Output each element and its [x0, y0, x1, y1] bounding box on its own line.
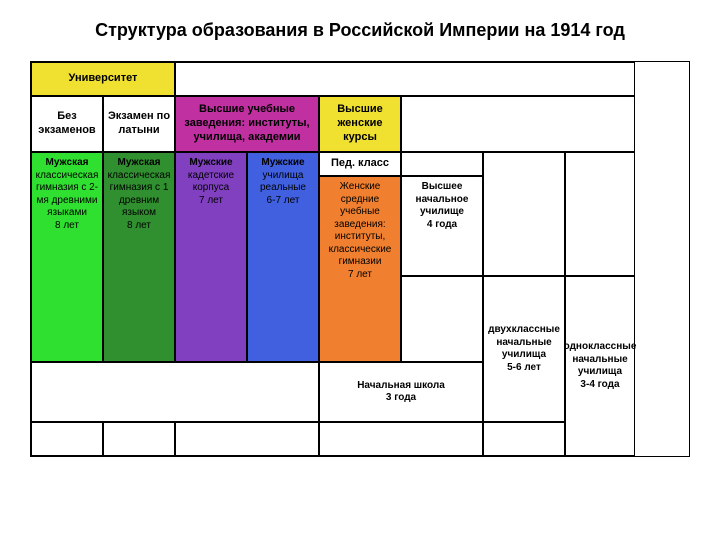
university-cell: Университет	[31, 62, 175, 96]
no-exam-cell: Без экзаменов	[31, 96, 103, 152]
page-title: Структура образования в Российской Импер…	[30, 20, 690, 41]
real-body: училища реальные 6-7 лет	[250, 170, 316, 208]
empty	[175, 62, 635, 96]
empty	[483, 152, 565, 276]
real-head: Мужские	[261, 157, 304, 170]
empty	[103, 422, 175, 456]
empty	[31, 422, 103, 456]
male2-head: Мужская	[118, 157, 161, 170]
one-class-elem: одноклассные начальные училища 3-4 года	[565, 276, 635, 456]
male1-head: Мужская	[46, 157, 89, 170]
male1-body: классическая гимназия с 2-мя древними яз…	[34, 170, 100, 233]
cadet-head: Мужские	[189, 157, 232, 170]
latin-exam-cell: Экзамен по латыни	[103, 96, 175, 152]
male-real: Мужские училища реальные 6-7 лет	[247, 152, 319, 362]
empty	[401, 276, 483, 362]
empty	[483, 422, 565, 456]
male2-body: классическая гимназия с 1 древним языком…	[106, 170, 172, 233]
two-class-elem: двухклассные начальные училища 5-6 лет	[483, 276, 565, 422]
primary-school: Начальная школа 3 года	[319, 362, 483, 422]
empty	[565, 152, 635, 276]
male-gym-2lang: Мужская классическая гимназия с 2-мя дре…	[31, 152, 103, 362]
higher-elem: Высшее начальное училище 4 года	[401, 176, 483, 276]
cadet-body: кадетские корпуса 7 лет	[178, 170, 244, 208]
female-secondary: Женские средние учебные заведения: инсти…	[319, 176, 401, 362]
women-higher-cell: Высшие женские курсы	[319, 96, 401, 152]
empty	[401, 96, 635, 152]
empty	[175, 422, 319, 456]
higher-inst-cell: Высшие учебные заведения: институты, учи…	[175, 96, 319, 152]
education-grid: Университет Без экзаменов Экзамен по лат…	[30, 61, 690, 457]
empty	[401, 152, 483, 176]
empty	[319, 422, 483, 456]
ped-class: Пед. класс	[319, 152, 401, 176]
empty	[31, 362, 319, 422]
male-gym-1lang: Мужская классическая гимназия с 1 древни…	[103, 152, 175, 362]
male-cadet: Мужские кадетские корпуса 7 лет	[175, 152, 247, 362]
